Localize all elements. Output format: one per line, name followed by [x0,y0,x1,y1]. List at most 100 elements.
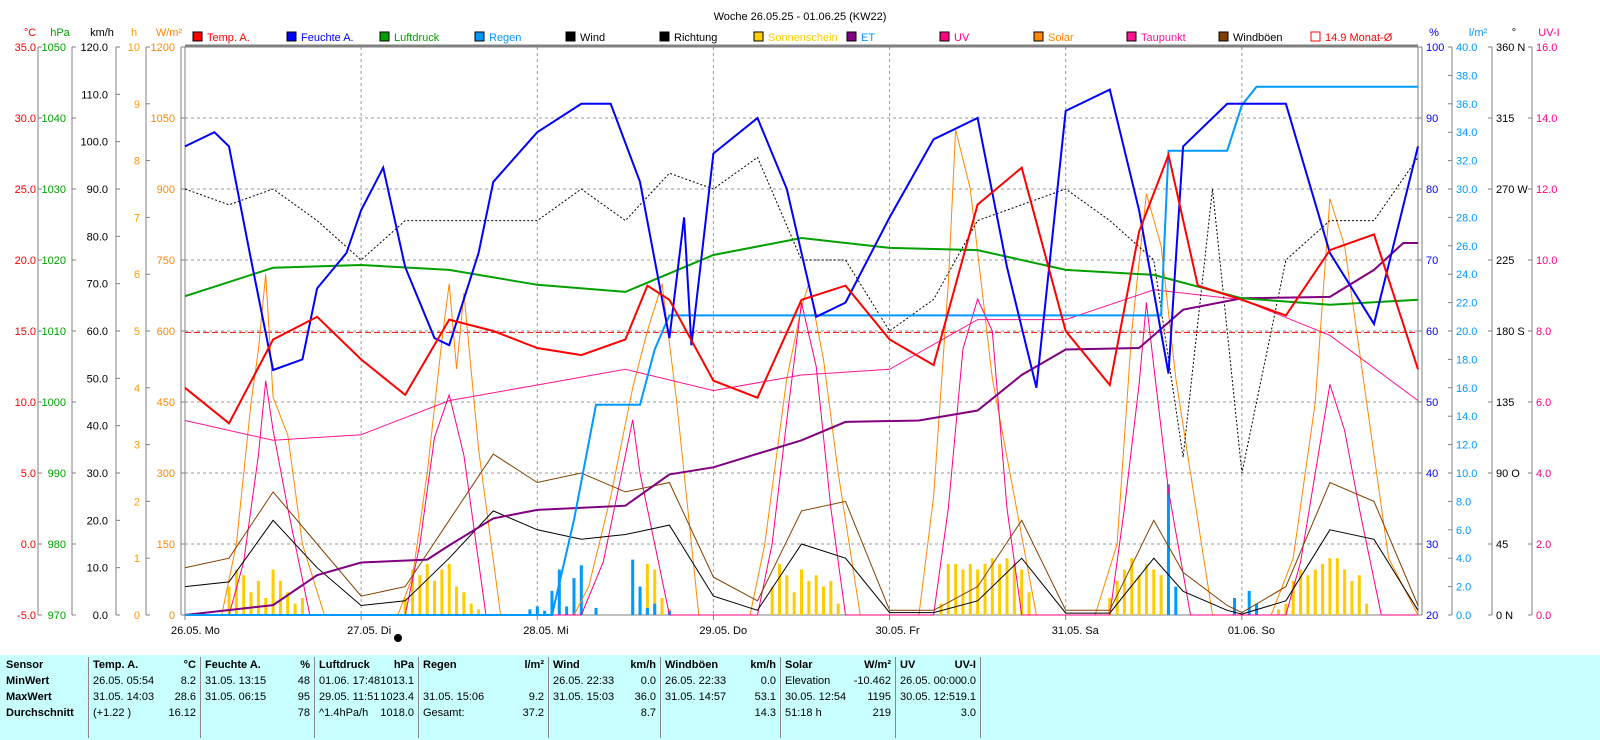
cell-value: 0.0 [960,675,976,687]
legend-swatch [659,31,670,42]
y-tick-label: 70 [1426,255,1438,267]
y-tick-label: 1050 [42,42,66,54]
cell-value: km/h [750,659,776,671]
y-tick-label: 32.0 [1456,156,1477,168]
y-tick-label: 9 [134,99,140,111]
y-tick-label: 26.0 [1456,241,1477,253]
rain-bar [1174,586,1178,615]
legend-swatch [286,31,297,42]
axis-unit-label: km/h [90,27,114,39]
rain-bar [535,606,539,615]
sunshine-bar [961,569,965,615]
y-tick-label: 60 [1426,326,1438,338]
y-tick-label: 8.0 [1536,326,1551,338]
x-tick-label: 26.05. Mo [171,625,220,637]
cell-label: Solar [785,659,813,671]
legend-label: Feuchte A. [301,32,354,44]
sunshine-bar [645,563,649,615]
cell-label: 29.05. 11:51 [319,691,380,703]
cell-label: Luftdruck [319,659,370,671]
sunshine-bar [411,569,415,615]
cell-label: 31.05. 15:03 [553,691,615,703]
sunshine-bar [1027,592,1031,615]
y-tick-label: 8 [134,156,140,168]
y-tick-label: 990 [48,468,66,480]
cell-value: W/m² [864,659,891,671]
cell-value: 37.2 [522,707,544,719]
table-row: 8.7 [553,705,660,721]
sunshine-bar [822,586,826,615]
y-tick-label: 90 O [1496,468,1520,480]
stats-table: Sensor MinWert MaxWert Durchschnitt Temp. A.… [0,655,1600,740]
sunshine-bar [1365,603,1369,615]
cell-label: MaxWert [6,691,52,703]
y-tick-label: 0 [169,610,175,622]
cell-label: Feuchte A. [205,659,261,671]
sunshine-bar [286,592,290,615]
sunshine-bar [1122,569,1126,615]
cell-label: 30.05. 12:54 [785,691,847,703]
cell-value: 1023.4 [380,691,414,703]
y-tick-label: 360 N [1496,42,1525,54]
y-tick-label: 0 [134,610,140,622]
table-row: Elevation -10.462 [785,673,895,689]
table-column: UV UV-I 26.05. 00:00 0.0 30.05. 12:51 9.1 3.0 [895,657,980,738]
cell-value: 219 [872,707,891,719]
legend-label: Taupunkt [1141,32,1186,44]
legend-label: Solar [1048,32,1074,44]
sunshine-bar [477,609,481,615]
y-tick-label: 5 [134,326,140,338]
cell-value: 78 [297,707,310,719]
legend-swatch [939,31,950,42]
sunshine-bar [800,569,803,615]
sunshine-bar [660,597,664,615]
y-tick-label: 120.0 [80,42,108,54]
y-tick-label: 20.0 [1456,326,1477,338]
legend-label: Regen [489,32,521,44]
sunshine-bar [1130,558,1134,615]
sunshine-bar [433,580,437,615]
sunshine-bar [777,563,781,615]
y-tick-label: 0.0 [21,539,36,551]
legend-label: 14.9 Monat-Ø [1325,32,1393,44]
sunshine-bar [653,569,657,615]
y-tick-label: 0.0 [1456,610,1471,622]
table-row: Temp. A. °C [93,657,200,673]
cell-value: 0.0 [640,675,656,687]
cell-label: Elevation [785,675,831,687]
sunshine-bar [785,575,789,615]
sunshine-bar [300,597,304,615]
y-tick-label: 600 [157,326,175,338]
rain-bar [528,609,532,615]
sunshine-bar [939,603,943,615]
sunshine-bar [829,580,833,615]
sunshine-bar [1277,609,1281,615]
legend-swatch [565,31,576,42]
cell-label: 30.05. 12:51 [900,691,962,703]
y-tick-label: 40.0 [87,421,108,433]
rain-bar [653,603,657,615]
sunshine-bar [954,563,958,615]
cell-label: 26.05. 22:33 [553,675,615,687]
sunshine-bar [1335,558,1339,615]
y-tick-label: 34.0 [1456,127,1477,139]
cell-label: Regen [423,659,457,671]
y-tick-label: 14.0 [1456,411,1477,423]
sunshine-bar [946,563,950,615]
legend-label: Temp. A. [207,32,250,44]
table-row: Gesamt: 37.2 [423,705,548,721]
table-column: Wind km/h 26.05. 22:33 0.0 31.05. 15:03 36.0 8… [548,657,660,738]
sunshine-bar [293,603,297,615]
table-row: Windböen km/h [665,657,780,673]
legend-swatch [379,31,390,42]
y-tick-label: 0.0 [1536,610,1551,622]
y-tick-label: 2.0 [1456,582,1471,594]
sunshine-bar [976,569,980,615]
axis-unit-label: hPa [50,27,70,39]
cell-label: 26.05. 22:33 [665,675,727,687]
y-tick-label: 900 [157,184,175,196]
sunshine-bar [418,575,422,615]
table-row: 31.05. 14:03 28.6 [93,689,200,705]
table-row: 31.05. 13:15 48 [205,673,314,689]
